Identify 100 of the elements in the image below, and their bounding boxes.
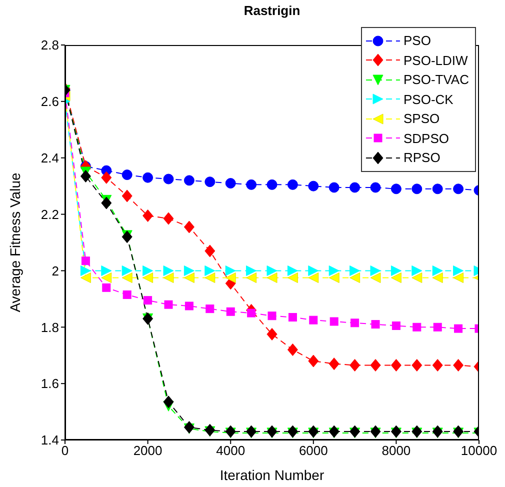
legend-label: PSO-TVAC bbox=[404, 72, 469, 88]
point bbox=[454, 324, 463, 333]
point bbox=[122, 290, 132, 299]
point bbox=[328, 358, 340, 370]
point bbox=[163, 272, 174, 284]
point bbox=[81, 256, 90, 266]
point bbox=[287, 425, 298, 438]
point bbox=[163, 265, 174, 276]
x-axis-title: Iteration Number bbox=[220, 467, 324, 483]
point bbox=[80, 170, 91, 182]
point bbox=[266, 272, 278, 284]
point bbox=[226, 307, 235, 316]
point bbox=[101, 171, 112, 184]
point bbox=[206, 304, 214, 314]
point bbox=[164, 300, 173, 309]
point bbox=[204, 244, 216, 258]
x-tick-label: 4000 bbox=[216, 443, 246, 458]
point bbox=[432, 425, 443, 438]
y-tick-label: 2 bbox=[52, 263, 59, 278]
point bbox=[266, 328, 278, 340]
point bbox=[308, 354, 319, 368]
point bbox=[101, 265, 112, 276]
point bbox=[225, 265, 236, 276]
point bbox=[328, 265, 340, 276]
point bbox=[390, 425, 402, 438]
point bbox=[308, 265, 319, 276]
point bbox=[142, 172, 154, 183]
point bbox=[453, 265, 464, 276]
point bbox=[392, 321, 400, 330]
point bbox=[184, 302, 194, 310]
x-tick-label: 8000 bbox=[382, 443, 411, 458]
point bbox=[308, 180, 319, 192]
point bbox=[308, 272, 319, 284]
point bbox=[225, 178, 236, 188]
point bbox=[80, 272, 91, 284]
point bbox=[122, 272, 132, 284]
point bbox=[225, 272, 236, 284]
point bbox=[163, 396, 174, 408]
point bbox=[390, 272, 402, 284]
point bbox=[370, 182, 381, 193]
legend-label: PSO bbox=[404, 33, 431, 48]
y-axis-title: Average Fitness Value bbox=[6, 172, 23, 312]
point bbox=[453, 358, 464, 372]
point bbox=[308, 425, 319, 438]
legend-label: PSO-CK bbox=[404, 92, 454, 107]
point bbox=[350, 272, 360, 284]
legend-label: RPSO bbox=[404, 150, 440, 166]
point bbox=[142, 272, 154, 284]
point bbox=[412, 272, 422, 284]
point bbox=[204, 272, 216, 284]
point bbox=[412, 322, 422, 332]
point bbox=[370, 265, 381, 276]
point bbox=[412, 184, 422, 194]
point bbox=[247, 308, 256, 318]
point bbox=[371, 320, 380, 329]
point bbox=[184, 265, 194, 276]
point bbox=[246, 272, 257, 284]
point bbox=[370, 358, 381, 372]
point bbox=[309, 316, 318, 324]
point bbox=[370, 272, 381, 284]
point bbox=[370, 425, 381, 438]
x-tick-label: 0 bbox=[61, 443, 69, 458]
point bbox=[101, 272, 112, 284]
y-tick-label: 1.6 bbox=[40, 376, 59, 392]
point bbox=[453, 184, 464, 194]
x-tick-label: 6000 bbox=[298, 443, 328, 458]
point bbox=[350, 358, 360, 372]
point bbox=[328, 182, 340, 193]
point bbox=[287, 265, 298, 276]
y-tick-label: 1.8 bbox=[40, 320, 59, 335]
point bbox=[350, 425, 360, 438]
point bbox=[122, 170, 132, 180]
point bbox=[453, 272, 464, 284]
point bbox=[204, 424, 216, 436]
legend-label: SDPSO bbox=[404, 130, 450, 146]
point bbox=[184, 175, 194, 186]
point bbox=[184, 220, 194, 234]
point bbox=[122, 265, 132, 276]
point bbox=[330, 317, 338, 326]
point bbox=[412, 265, 422, 276]
point bbox=[433, 322, 442, 332]
point bbox=[390, 358, 402, 372]
point bbox=[432, 265, 443, 276]
chart-title: Rastrigin bbox=[242, 3, 302, 18]
point bbox=[328, 272, 340, 284]
point bbox=[288, 313, 297, 322]
point bbox=[246, 179, 257, 190]
legend-label: SPSO bbox=[404, 111, 440, 126]
y-tick-label: 2.8 bbox=[40, 38, 59, 53]
point bbox=[204, 176, 216, 188]
point bbox=[432, 184, 443, 194]
point bbox=[142, 209, 154, 222]
point bbox=[350, 182, 360, 193]
y-tick-label: 2.6 bbox=[40, 94, 59, 110]
point bbox=[266, 265, 278, 276]
point bbox=[287, 179, 298, 190]
point bbox=[266, 179, 278, 190]
point bbox=[184, 272, 194, 284]
point bbox=[144, 296, 152, 305]
point bbox=[350, 318, 360, 328]
